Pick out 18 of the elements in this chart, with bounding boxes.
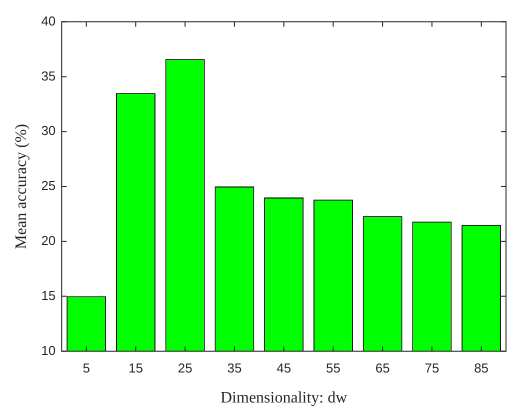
x-tick-label: 15 — [128, 360, 143, 376]
y-tick-label: 35 — [41, 68, 56, 84]
x-tick-label: 5 — [82, 360, 90, 376]
x-tick-label: 55 — [326, 360, 340, 376]
y-tick-label: 40 — [41, 13, 56, 28]
x-tick-label: 25 — [178, 360, 192, 376]
x-tick-label: 45 — [276, 360, 292, 376]
y-tick-label: 10 — [41, 342, 56, 358]
x-tick-label: 35 — [227, 360, 242, 376]
y-tick-label: 30 — [41, 123, 56, 138]
x-tick-label: 65 — [375, 360, 390, 376]
x-tick-label: 85 — [474, 360, 489, 376]
x-axis-title: Dimensionality: dw — [220, 390, 348, 407]
y-tick-label: 20 — [41, 232, 56, 248]
y-axis-title: Mean accuracy (%) — [12, 124, 30, 250]
x-tick-label: 75 — [424, 360, 440, 376]
y-tick-label: 25 — [41, 178, 56, 194]
y-tick-label: 15 — [41, 288, 56, 303]
